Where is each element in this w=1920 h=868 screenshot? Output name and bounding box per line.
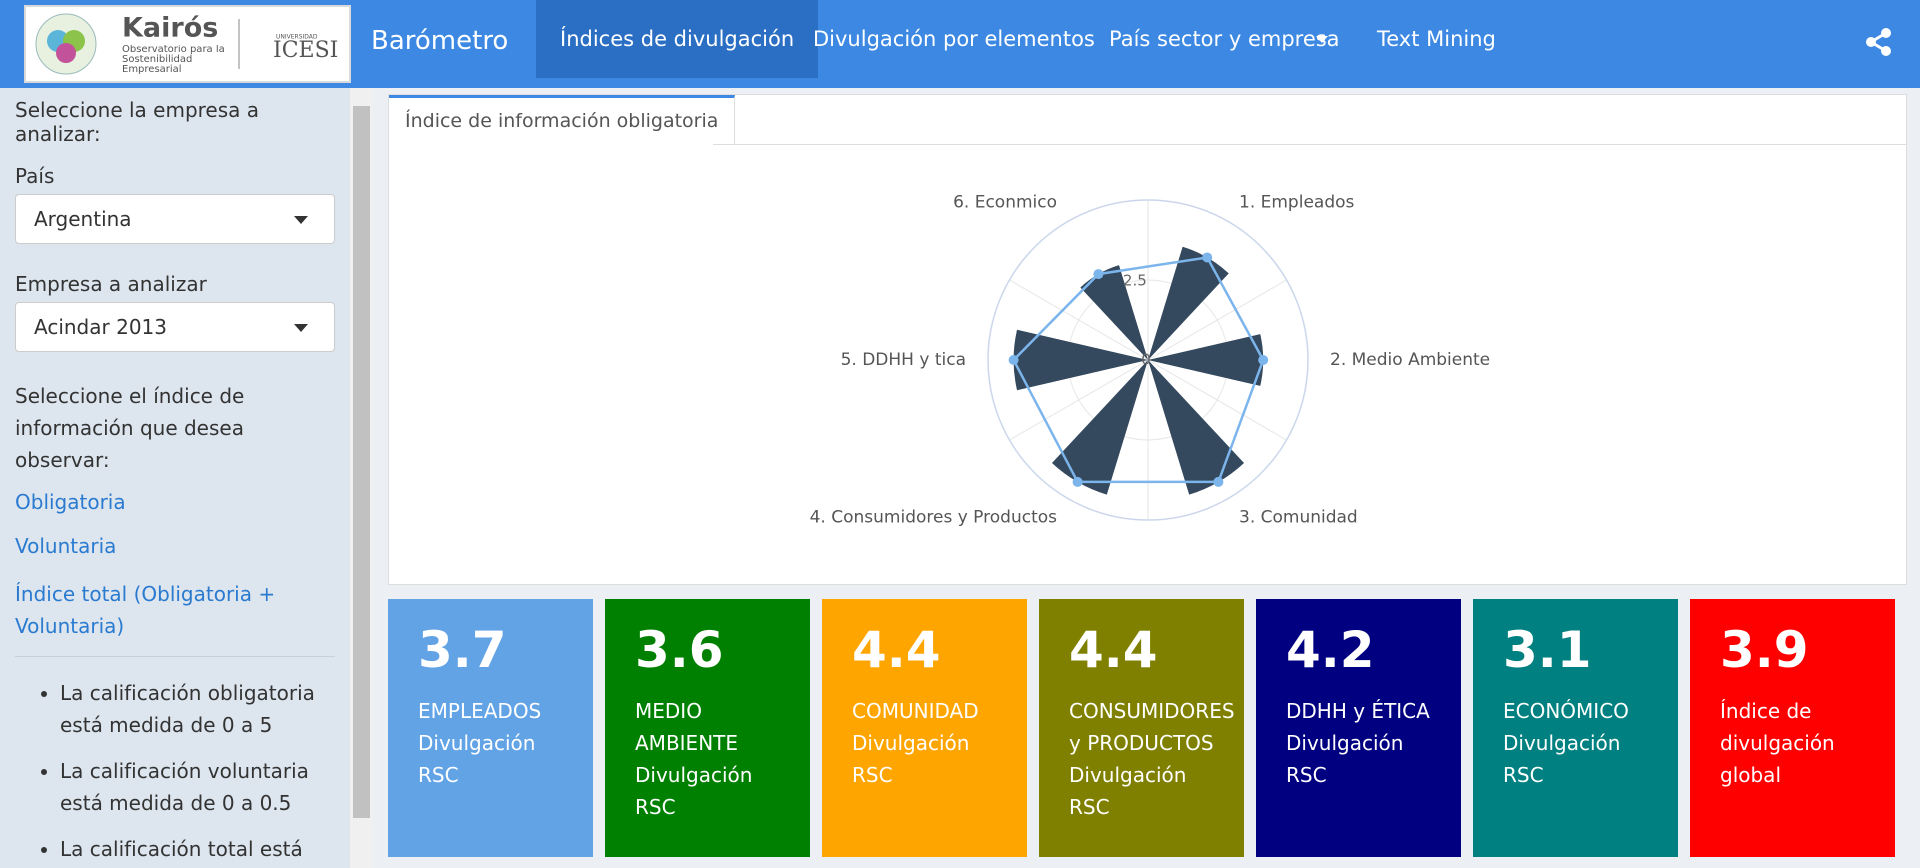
y-tick-label: 0 — [1141, 351, 1151, 369]
nav-item[interactable]: Text Mining — [1377, 27, 1496, 51]
category-label: 6. Econmico — [953, 192, 1057, 212]
box-value: 3.9 — [1720, 621, 1809, 679]
box-value: 3.6 — [635, 621, 724, 679]
polar-bar — [1051, 360, 1148, 495]
line-point — [1093, 269, 1104, 280]
tab-line — [713, 144, 1906, 145]
value-box: 3.6 MEDIO AMBIENTE Divulgación RSC — [605, 599, 810, 857]
value-box: 3.9 Índice de divulgación global — [1690, 599, 1895, 857]
tab[interactable]: Índice de información obligatoria — [389, 95, 736, 145]
link[interactable]: Índice total (Obligatoria + Voluntaria) — [15, 578, 335, 657]
scroll-thumb[interactable] — [353, 106, 370, 818]
box-value: 3.7 — [418, 621, 507, 679]
category-label: 5. DDHH y tica — [841, 350, 966, 370]
polar-chart: 0 2.5 1. Empleados 2. Medio Ambiente 3. Comu… — [810, 192, 1491, 528]
box-value: 3.1 — [1503, 621, 1592, 679]
share-icon[interactable] — [1866, 28, 1892, 56]
box-label: COMUNIDAD Divulgación RSC — [852, 699, 979, 787]
box-label: ECONÓMICO Divulgación RSC — [1503, 699, 1629, 787]
link[interactable]: Voluntaria — [15, 534, 117, 558]
line-point — [1213, 476, 1224, 487]
box-label: Índice de divulgación global — [1720, 699, 1835, 787]
brand[interactable]: Barómetro — [371, 26, 509, 56]
label: País — [15, 164, 55, 188]
company-select[interactable]: Acindar 2013 — [15, 302, 335, 352]
line-point — [1258, 355, 1269, 365]
logo-university: ICESI — [273, 38, 338, 63]
notes: La calificación obligatoria está medida … — [15, 677, 335, 868]
box-label: MEDIO AMBIENTE Divulgación RSC — [635, 699, 753, 819]
navbar: Kairós Observatorio para la Sostenibilid… — [0, 0, 1920, 88]
polar-bar — [1013, 329, 1148, 391]
logo-graphic: Kairós Observatorio para la Sostenibilid… — [35, 13, 338, 75]
dropdown-caret — [1316, 36, 1328, 43]
value-box: 3.1 ECONÓMICO Divulgación RSC — [1473, 599, 1678, 857]
box-value: 4.4 — [852, 621, 941, 679]
logo-subtitle-box: Observatorio para la Sostenibilidad Empr… — [122, 45, 225, 75]
value-box: 4.2 DDHH y ÉTICA Divulgación RSC — [1256, 599, 1461, 857]
logo[interactable]: Kairós Observatorio para la Sostenibilid… — [24, 5, 351, 83]
note: La calificación voluntaria está medida d… — [60, 755, 335, 819]
y-tick-label: 2.5 — [1123, 271, 1147, 289]
logo-title: Kairós — [122, 13, 218, 44]
category-label: 3. Comunidad — [1239, 508, 1358, 528]
note: La calificación total está medida de 0 a… — [60, 833, 335, 868]
polar-bar — [1148, 360, 1245, 495]
box-label: DDHH y ÉTICA Divulgación RSC — [1286, 699, 1430, 787]
scrollbar[interactable] — [350, 88, 373, 868]
label: Empresa a analizar — [15, 272, 207, 296]
category-label: 1. Empleados — [1239, 192, 1355, 212]
value-box: 4.4 COMUNIDAD Divulgación RSC — [822, 599, 1027, 857]
sidebar: Seleccione la empresa a analizar: País A… — [0, 88, 350, 868]
value-box: 4.4 CONSUMIDORES y PRODUCTOS Divulgación … — [1039, 599, 1244, 857]
plot-border — [987, 199, 1309, 521]
nav-item[interactable]: Divulgación por elementos — [813, 27, 1095, 51]
logo-subtitle: Observatorio para la Sostenibilidad Empr… — [122, 45, 225, 75]
category-label: 2. Medio Ambiente — [1330, 350, 1490, 370]
logo-leaf — [56, 43, 76, 63]
polar-bar — [1080, 265, 1148, 360]
polar-bar — [1148, 334, 1264, 386]
link[interactable]: Obligatoria — [15, 490, 126, 514]
note: La calificación obligatoria está medida … — [60, 677, 335, 741]
nav-item[interactable]: Índices de divulgación — [536, 0, 819, 78]
box-value: 4.2 — [1286, 621, 1375, 679]
line-point — [1072, 476, 1083, 487]
box-label: EMPLEADOS Divulgación RSC — [418, 699, 542, 787]
polar-bar — [1148, 246, 1229, 360]
value-box: 3.7 EMPLEADOS Divulgación RSC — [388, 599, 593, 857]
line-point — [1008, 355, 1019, 365]
tab-panel: Índice de información obligatoria 0 2.5 1.… — [388, 94, 1907, 585]
category-label: 4. Consumidores y Productos — [810, 508, 1058, 528]
nav-item[interactable]: País sector y empresa — [1109, 27, 1340, 51]
line-point — [1202, 252, 1213, 263]
country-select[interactable]: Argentina — [15, 194, 335, 244]
box-value: 4.4 — [1069, 621, 1158, 679]
prompt: Seleccione la empresa a analizar: — [15, 98, 260, 146]
prompt: Seleccione el índice de información que … — [15, 384, 245, 472]
logo-university-small: UNIVERSIDAD — [276, 34, 318, 41]
box-label: CONSUMIDORES y PRODUCTOS Divulgación RSC — [1069, 699, 1235, 819]
